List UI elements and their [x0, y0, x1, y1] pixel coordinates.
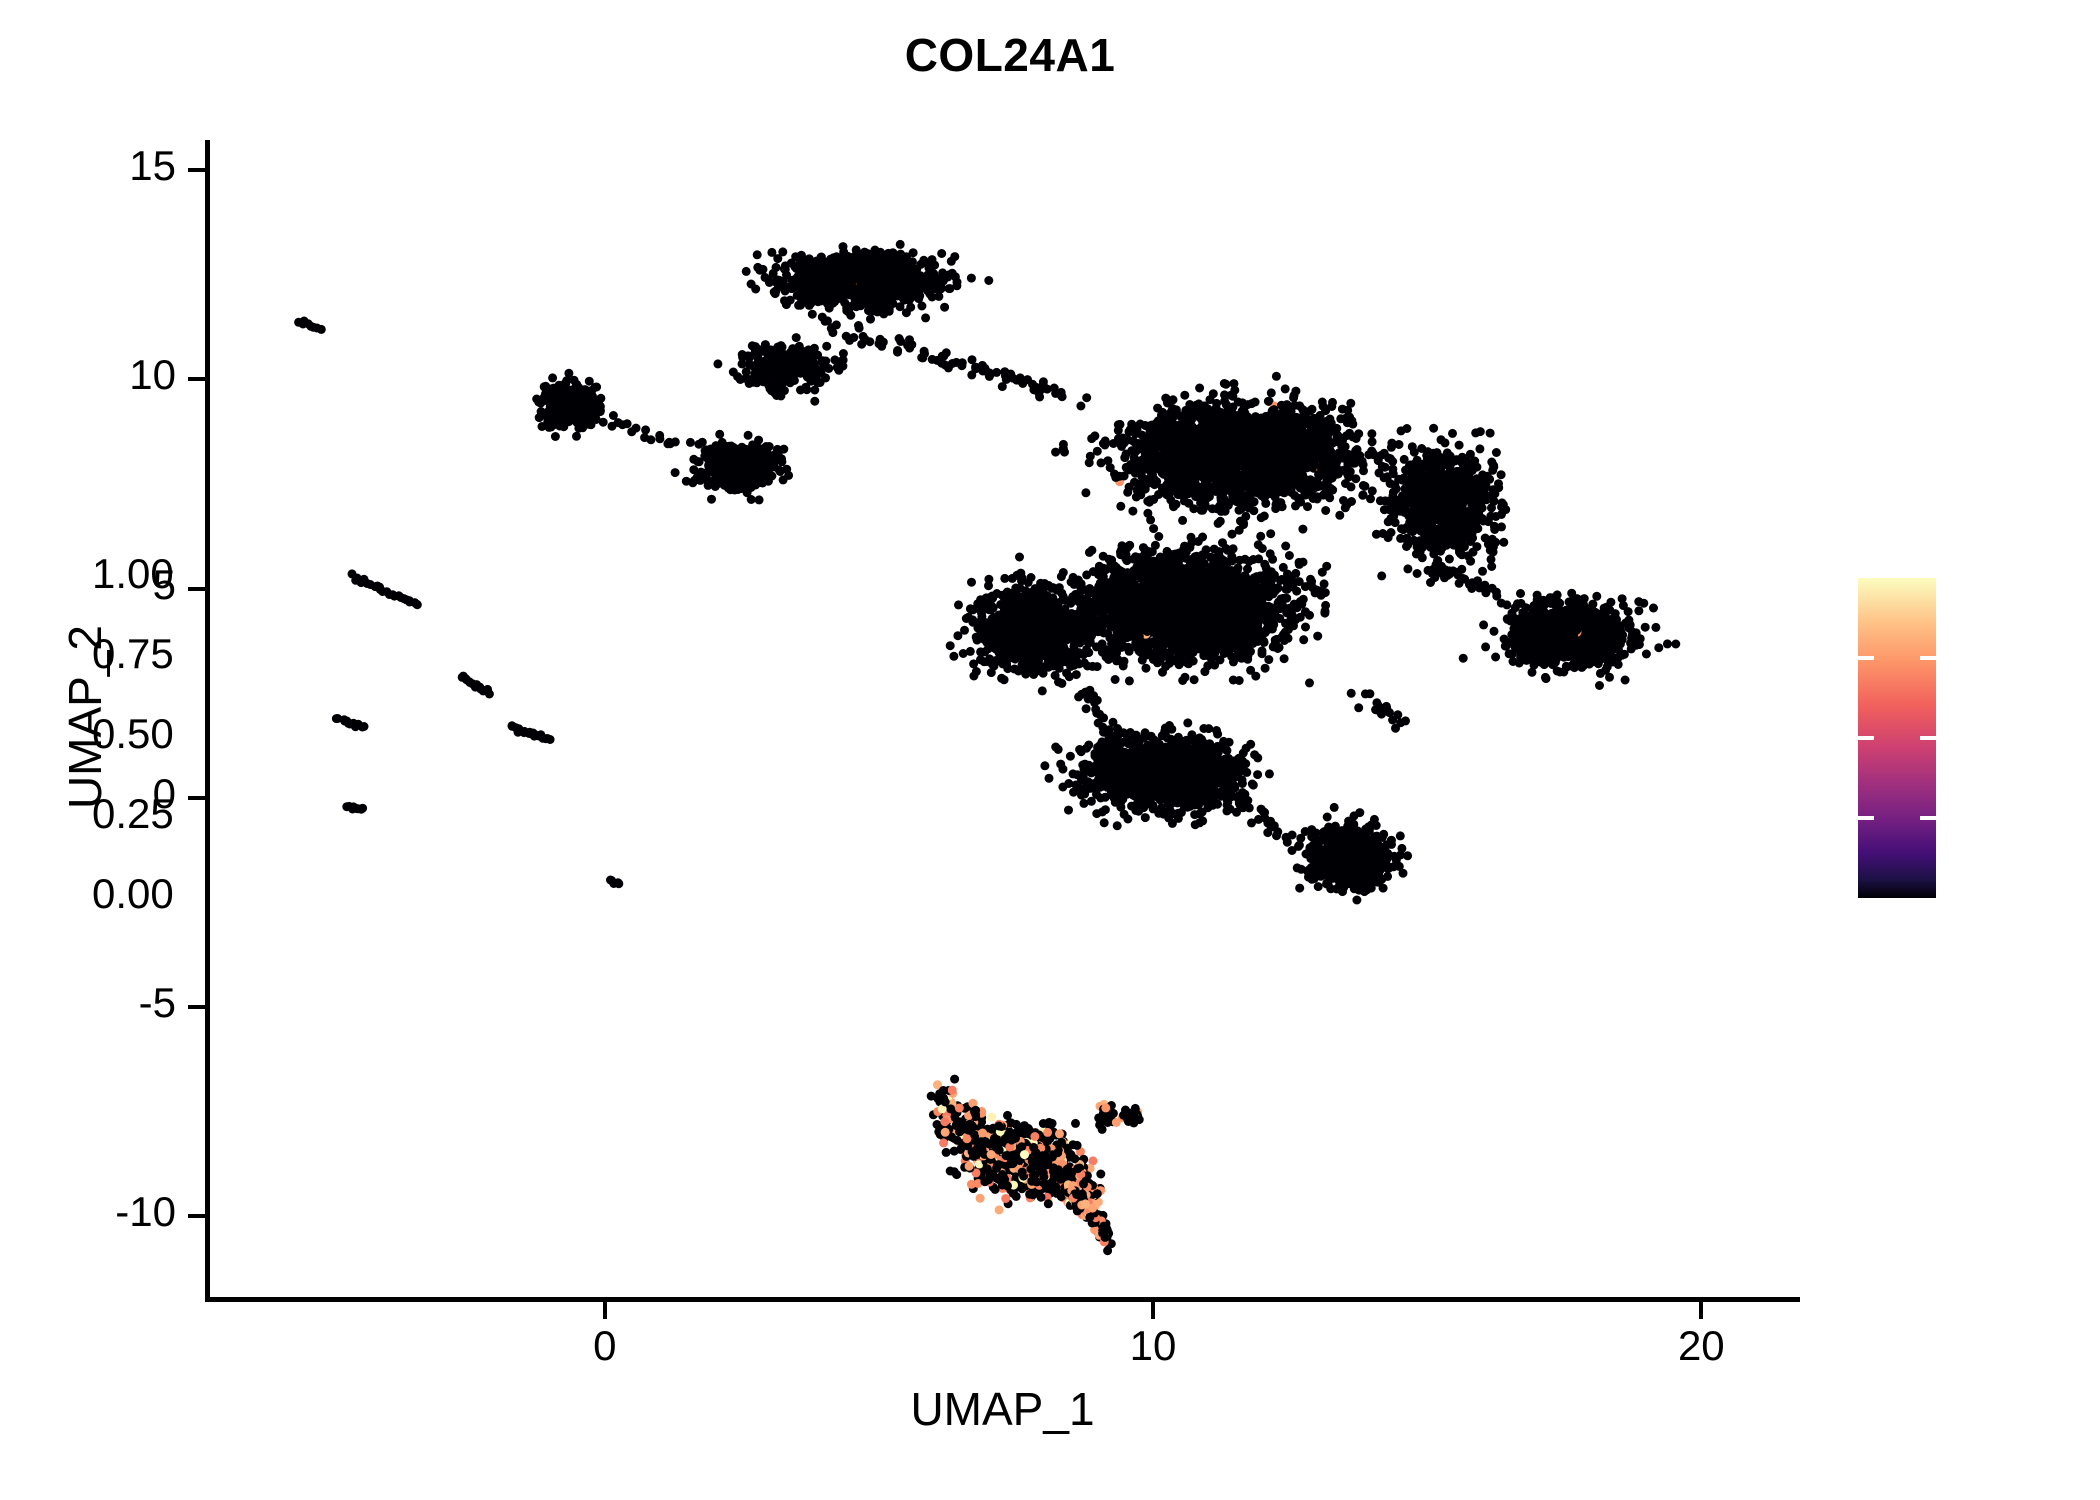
colorbar-tick	[1858, 736, 1874, 740]
scatter-points-layer	[294, 239, 1681, 1256]
y-tick-label: 10	[129, 351, 176, 399]
y-tick-15	[188, 168, 205, 173]
x-tick-label: 0	[593, 1322, 617, 1369]
colorbar-legend	[1858, 578, 1936, 898]
colorbar-tick	[1920, 736, 1936, 740]
y-tick-label: 0	[152, 769, 176, 817]
y-tick-10	[188, 377, 205, 382]
y-tick-5	[188, 586, 205, 591]
y-tick-label: 5	[152, 560, 176, 608]
x-axis-title: UMAP_1	[910, 1383, 1095, 1435]
x-tick-10	[1151, 1302, 1156, 1319]
x-axis-line	[205, 1297, 1800, 1302]
colorbar-tick-label: 0.00	[92, 870, 174, 917]
plot-panel	[210, 120, 1800, 1300]
y-tick--10	[188, 1214, 205, 1219]
colorbar-tick	[1858, 816, 1874, 820]
y-tick--5	[188, 1005, 205, 1010]
y-tick-0	[188, 795, 205, 800]
y-tick-label: -5	[138, 979, 176, 1027]
colorbar-tick	[1858, 656, 1874, 660]
x-tick-label: 20	[1677, 1322, 1725, 1369]
colorbar-tick-label: 1.00	[92, 550, 174, 597]
x-tick-label: 10	[1129, 1322, 1177, 1369]
colorbar-tick-label: 0.75	[92, 630, 174, 677]
x-tick-0	[602, 1302, 607, 1319]
colorbar-tick	[1920, 656, 1936, 660]
y-tick-label: -10	[115, 1188, 176, 1236]
x-tick-20	[1699, 1302, 1704, 1319]
page-title: COL24A1	[904, 29, 1116, 81]
colorbar-tick-label: 0.50	[92, 710, 174, 757]
colorbar-tick	[1920, 816, 1936, 820]
colorbar-tick-label: 0.25	[92, 790, 174, 837]
y-axis-line	[205, 140, 210, 1302]
y-tick-label: 15	[129, 142, 176, 190]
